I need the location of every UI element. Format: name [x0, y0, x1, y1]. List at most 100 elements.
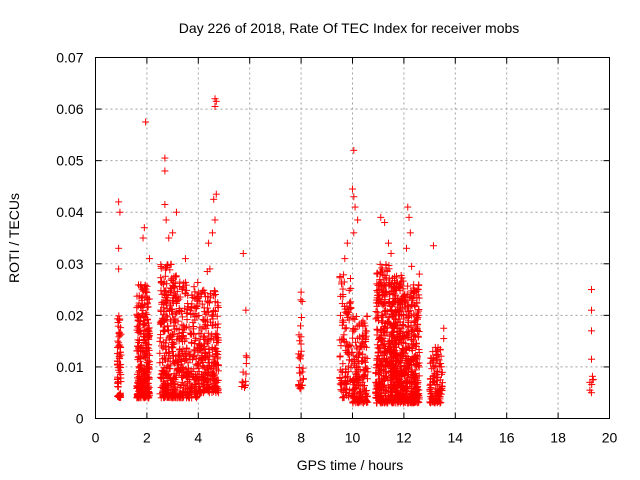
data-point: [175, 352, 183, 360]
data-point: [173, 287, 181, 295]
data-point: [165, 364, 173, 372]
data-point: [145, 324, 153, 332]
data-point: [201, 293, 209, 301]
data-point: [144, 350, 152, 358]
data-point: [205, 389, 213, 397]
x-tick-label: 12: [396, 430, 412, 446]
data-point: [404, 203, 412, 211]
data-point: [297, 296, 305, 304]
data-point: [239, 249, 247, 257]
data-point: [141, 320, 149, 328]
data-point: [141, 354, 149, 362]
data-point: [208, 343, 216, 351]
data-point: [193, 394, 201, 402]
data-point: [350, 352, 358, 360]
data-point: [355, 348, 363, 356]
data-point: [171, 319, 179, 327]
data-point: [168, 338, 176, 346]
data-point: [588, 355, 596, 363]
data-point: [357, 342, 365, 350]
data-point: [347, 298, 355, 306]
data-point: [143, 359, 151, 367]
data-point: [158, 290, 166, 298]
data-point: [141, 333, 149, 341]
data-point: [210, 287, 218, 295]
data-point: [588, 286, 596, 294]
data-point: [295, 350, 303, 358]
data-point: [165, 343, 173, 351]
x-tick-label: 2: [143, 430, 151, 446]
data-point: [143, 316, 151, 324]
data-point: [339, 360, 347, 368]
data-point: [163, 386, 171, 394]
data-point: [192, 304, 200, 312]
data-point: [339, 285, 347, 293]
data-point: [136, 385, 144, 393]
data-point: [198, 352, 206, 360]
data-point: [157, 264, 165, 272]
data-point: [340, 318, 348, 326]
data-point: [349, 185, 356, 193]
data-point: [171, 325, 179, 333]
data-point: [194, 293, 202, 301]
data-point: [179, 350, 187, 358]
data-point: [183, 286, 191, 294]
data-point: [204, 322, 212, 330]
data-point: [296, 369, 304, 377]
data-point: [191, 288, 199, 296]
data-point: [134, 336, 142, 344]
data-point: [136, 327, 144, 335]
data-point: [116, 315, 124, 323]
data-point: [345, 286, 353, 294]
data-point: [159, 358, 167, 366]
data-point: [134, 281, 142, 289]
data-point: [344, 350, 352, 358]
data-point: [347, 284, 355, 292]
data-point: [140, 301, 148, 309]
data-point: [196, 290, 204, 298]
data-point: [116, 341, 124, 349]
data-point: [172, 371, 180, 379]
data-point: [164, 327, 172, 335]
data-point: [172, 208, 180, 216]
data-point: [179, 283, 187, 291]
data-point: [138, 342, 146, 350]
data-point: [182, 373, 190, 381]
data-point: [116, 354, 124, 362]
data-point: [184, 378, 192, 386]
data-point: [337, 342, 345, 350]
data-point: [194, 278, 202, 286]
data-point: [188, 300, 196, 308]
data-point: [158, 367, 166, 375]
data-point: [298, 298, 306, 306]
data-point: [242, 377, 250, 385]
data-point: [200, 316, 208, 324]
data-point: [142, 340, 150, 348]
data-point: [214, 367, 222, 375]
data-point: [242, 306, 250, 314]
data-point: [134, 342, 142, 350]
chart-title: Day 226 of 2018, Rate Of TEC Index for r…: [179, 20, 520, 36]
data-point: [159, 381, 167, 389]
data-point: [342, 365, 350, 373]
data-point: [166, 391, 174, 399]
data-point: [191, 347, 199, 355]
data-point: [193, 360, 201, 368]
data-point: [238, 383, 246, 391]
data-point: [297, 322, 305, 330]
data-point: [140, 376, 148, 384]
data-point: [198, 300, 206, 308]
data-point: [170, 390, 178, 398]
data-point: [402, 244, 410, 252]
data-point: [213, 312, 221, 320]
data-point: [191, 371, 199, 379]
data-point: [165, 350, 173, 358]
data-point: [207, 372, 215, 380]
data-point: [163, 294, 171, 302]
data-point: [406, 229, 414, 237]
data-point: [349, 334, 357, 342]
data-point: [135, 337, 143, 345]
data-point: [204, 304, 212, 312]
data-point: [297, 340, 305, 348]
data-point: [160, 374, 168, 382]
